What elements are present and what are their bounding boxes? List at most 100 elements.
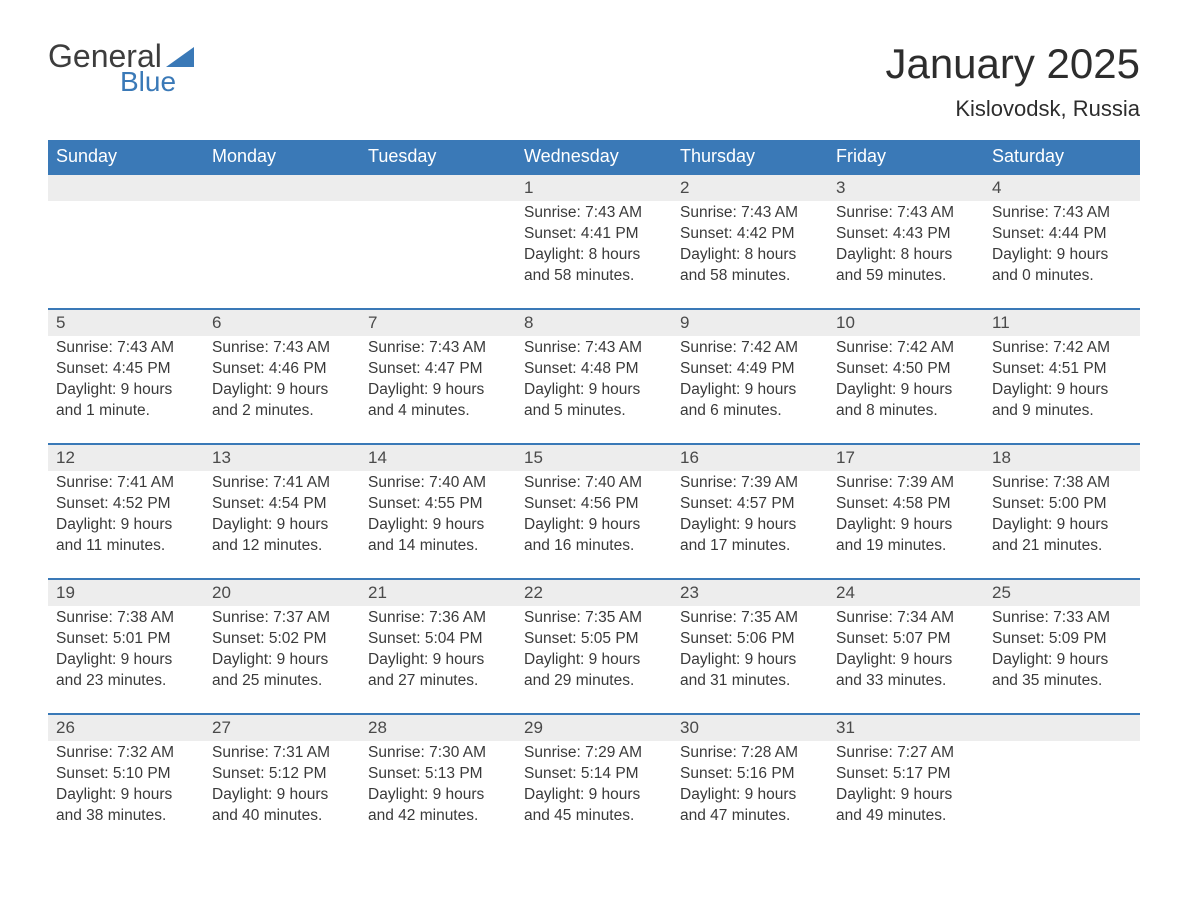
day-content-cell: Sunrise: 7:39 AMSunset: 4:58 PMDaylight:… [828,471,984,579]
header: General Blue January 2025 Kislovodsk, Ru… [48,40,1140,122]
day-number-cell [360,174,516,201]
day-number-cell: 9 [672,309,828,336]
day-content-cell: Sunrise: 7:42 AMSunset: 4:51 PMDaylight:… [984,336,1140,444]
day-detail-line: Sunset: 4:42 PM [680,224,820,245]
day-number-cell: 2 [672,174,828,201]
day-detail-line: and 47 minutes. [680,806,820,827]
weekday-header: Saturday [984,140,1140,174]
day-detail-line: Sunrise: 7:37 AM [212,608,352,629]
day-detail-line: Daylight: 9 hours [56,650,196,671]
day-detail-line: Sunset: 5:07 PM [836,629,976,650]
day-detail-line: and 17 minutes. [680,536,820,557]
weekday-header: Wednesday [516,140,672,174]
day-detail-line: Sunset: 5:06 PM [680,629,820,650]
day-content-cell: Sunrise: 7:37 AMSunset: 5:02 PMDaylight:… [204,606,360,714]
day-number-cell: 5 [48,309,204,336]
day-detail-line: Sunrise: 7:29 AM [524,743,664,764]
day-detail-line: and 21 minutes. [992,536,1132,557]
day-detail-line: Sunset: 4:43 PM [836,224,976,245]
day-detail-line: and 8 minutes. [836,401,976,422]
day-content-cell [204,201,360,309]
day-detail-line: Daylight: 9 hours [524,785,664,806]
day-detail-line: Daylight: 9 hours [680,380,820,401]
title-block: January 2025 Kislovodsk, Russia [885,40,1140,122]
day-detail-line: Sunrise: 7:39 AM [680,473,820,494]
day-detail-line: Sunrise: 7:41 AM [212,473,352,494]
day-detail-line: Sunset: 5:01 PM [56,629,196,650]
day-content-row: Sunrise: 7:38 AMSunset: 5:01 PMDaylight:… [48,606,1140,714]
day-detail-line: and 45 minutes. [524,806,664,827]
day-number-cell: 11 [984,309,1140,336]
weekday-header: Sunday [48,140,204,174]
day-content-cell: Sunrise: 7:28 AMSunset: 5:16 PMDaylight:… [672,741,828,849]
day-detail-line: and 2 minutes. [212,401,352,422]
day-detail-line: Daylight: 9 hours [368,785,508,806]
day-detail-line: Sunrise: 7:41 AM [56,473,196,494]
day-detail-line: Sunset: 4:50 PM [836,359,976,380]
day-detail-line: Sunset: 5:05 PM [524,629,664,650]
day-number-cell: 4 [984,174,1140,201]
day-detail-line: and 12 minutes. [212,536,352,557]
day-detail-line: and 33 minutes. [836,671,976,692]
day-detail-line: Sunset: 4:51 PM [992,359,1132,380]
day-detail-line: Sunset: 5:00 PM [992,494,1132,515]
day-detail-line: Sunset: 5:16 PM [680,764,820,785]
day-detail-line: and 11 minutes. [56,536,196,557]
day-detail-line: Sunrise: 7:35 AM [524,608,664,629]
day-number-row: 567891011 [48,309,1140,336]
day-content-cell: Sunrise: 7:32 AMSunset: 5:10 PMDaylight:… [48,741,204,849]
day-content-cell: Sunrise: 7:43 AMSunset: 4:45 PMDaylight:… [48,336,204,444]
day-content-cell: Sunrise: 7:27 AMSunset: 5:17 PMDaylight:… [828,741,984,849]
day-content-cell: Sunrise: 7:39 AMSunset: 4:57 PMDaylight:… [672,471,828,579]
day-content-cell: Sunrise: 7:35 AMSunset: 5:05 PMDaylight:… [516,606,672,714]
day-number-cell: 15 [516,444,672,471]
day-detail-line: Sunset: 5:10 PM [56,764,196,785]
day-number-cell: 10 [828,309,984,336]
day-number-cell: 17 [828,444,984,471]
day-number-cell: 6 [204,309,360,336]
day-detail-line: Daylight: 9 hours [56,515,196,536]
day-detail-line: Sunrise: 7:42 AM [680,338,820,359]
day-detail-line: Sunrise: 7:43 AM [524,338,664,359]
day-detail-line: Sunrise: 7:39 AM [836,473,976,494]
day-detail-line: and 31 minutes. [680,671,820,692]
day-detail-line: Sunset: 5:04 PM [368,629,508,650]
day-detail-line: and 4 minutes. [368,401,508,422]
day-content-cell: Sunrise: 7:33 AMSunset: 5:09 PMDaylight:… [984,606,1140,714]
day-detail-line: Sunrise: 7:28 AM [680,743,820,764]
day-detail-line: and 1 minute. [56,401,196,422]
day-detail-line: Daylight: 9 hours [680,650,820,671]
day-detail-line: and 0 minutes. [992,266,1132,287]
day-number-cell: 8 [516,309,672,336]
day-detail-line: Sunrise: 7:30 AM [368,743,508,764]
day-detail-line: Sunset: 4:46 PM [212,359,352,380]
day-detail-line: Sunrise: 7:27 AM [836,743,976,764]
day-detail-line: Daylight: 9 hours [524,650,664,671]
day-number-cell: 22 [516,579,672,606]
day-number-cell: 28 [360,714,516,741]
page-title: January 2025 [885,40,1140,88]
day-content-cell: Sunrise: 7:34 AMSunset: 5:07 PMDaylight:… [828,606,984,714]
day-detail-line: Sunset: 5:12 PM [212,764,352,785]
day-detail-line: Daylight: 9 hours [992,650,1132,671]
day-detail-line: Sunset: 4:52 PM [56,494,196,515]
day-number-cell [984,714,1140,741]
day-number-cell: 19 [48,579,204,606]
day-detail-line: Sunset: 4:48 PM [524,359,664,380]
day-number-cell: 16 [672,444,828,471]
day-detail-line: Daylight: 9 hours [212,650,352,671]
day-content-cell: Sunrise: 7:43 AMSunset: 4:48 PMDaylight:… [516,336,672,444]
day-detail-line: Sunrise: 7:34 AM [836,608,976,629]
day-detail-line: Sunset: 4:41 PM [524,224,664,245]
day-detail-line: and 49 minutes. [836,806,976,827]
day-content-cell: Sunrise: 7:42 AMSunset: 4:49 PMDaylight:… [672,336,828,444]
day-detail-line: and 14 minutes. [368,536,508,557]
day-detail-line: Sunset: 4:58 PM [836,494,976,515]
day-content-cell: Sunrise: 7:42 AMSunset: 4:50 PMDaylight:… [828,336,984,444]
day-detail-line: Sunset: 5:17 PM [836,764,976,785]
day-number-cell: 14 [360,444,516,471]
day-detail-line: and 42 minutes. [368,806,508,827]
day-number-cell [204,174,360,201]
day-number-cell: 1 [516,174,672,201]
day-detail-line: and 16 minutes. [524,536,664,557]
